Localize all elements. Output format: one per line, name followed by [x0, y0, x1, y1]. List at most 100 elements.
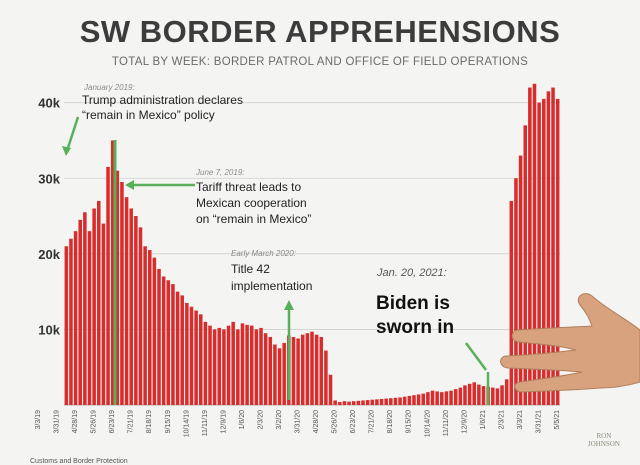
annotation-1-line1: Trump administration declares: [82, 93, 243, 107]
ron-johnson-logo: RON JOHNSON: [588, 432, 620, 448]
x-tick-label: 10/14/19: [183, 410, 190, 437]
bar: [231, 321, 235, 405]
x-tick-label: 12/9/19: [220, 410, 227, 433]
x-tick-label: 6/23/20: [350, 410, 357, 433]
bar: [273, 344, 277, 405]
annotation-2-line3: on “remain in Mexico”: [196, 212, 311, 226]
bar: [240, 323, 245, 405]
bar: [477, 384, 481, 405]
x-tick-label: 4/28/19: [72, 410, 79, 433]
bar: [78, 219, 82, 405]
bar: [416, 394, 421, 405]
y-tick-label: 40k: [38, 96, 60, 111]
bar: [157, 268, 161, 405]
x-tick-label: 3/2/20: [276, 410, 283, 430]
bar: [333, 400, 337, 405]
x-tick-label: 5/26/19: [91, 410, 98, 433]
annotation-4-line1: Biden is: [376, 293, 450, 314]
bar: [194, 310, 198, 405]
bar: [426, 392, 430, 405]
bar: [347, 401, 351, 405]
y-tick-label: 20k: [38, 247, 60, 262]
bar: [407, 395, 412, 405]
bar: [467, 383, 472, 405]
bar: [551, 87, 555, 405]
bar: [338, 401, 342, 405]
bar: [101, 223, 106, 405]
bar: [64, 246, 69, 405]
x-tick-label: 6/23/19: [109, 410, 116, 433]
bar: [412, 395, 416, 405]
x-tick-label: 8/18/19: [146, 410, 153, 433]
bar: [166, 280, 171, 405]
bar: [537, 102, 541, 406]
bar: [463, 385, 467, 405]
bar: [504, 379, 509, 405]
bar: [180, 295, 184, 405]
x-tick-label: 9/15/19: [165, 410, 172, 433]
annotation-3-date: Early March 2020:: [231, 249, 296, 258]
bar: [509, 200, 514, 405]
bar: [203, 321, 208, 405]
bar: [319, 336, 324, 405]
x-tick-label: 3/31/19: [54, 410, 61, 433]
bar: [296, 338, 300, 405]
bar: [453, 389, 458, 405]
annotation-remain-in-mexico: January 2019: Trump administration decla…: [62, 83, 243, 156]
bar: [351, 401, 356, 405]
bar: [152, 257, 157, 405]
bar: [458, 387, 463, 405]
bar: [514, 178, 518, 405]
bar: [449, 390, 453, 405]
bar: [120, 182, 124, 405]
bar: [226, 325, 231, 405]
bar: [277, 348, 282, 405]
annotation-3-line1: Title 42: [231, 262, 270, 276]
bar: [546, 91, 551, 405]
bar: [92, 208, 96, 405]
x-tick-label: 11/11/19: [202, 410, 209, 436]
bar: [328, 374, 333, 405]
bar: [291, 336, 296, 405]
bar: [147, 250, 152, 405]
annotation-biden-sworn-in: Jan. 20, 2021: Biden is sworn in: [376, 267, 490, 405]
bar: [518, 155, 523, 405]
x-tick-label: 3/3/21: [517, 410, 524, 430]
bar: [217, 327, 222, 405]
bar: [532, 83, 537, 406]
bar: [300, 334, 305, 405]
x-tick-label: 2/3/20: [257, 410, 264, 430]
bar: [249, 325, 254, 405]
x-tick-label: 8/18/20: [387, 410, 394, 433]
x-tick-label: 3/31/21: [535, 410, 542, 433]
bar: [134, 216, 138, 405]
bar: [69, 238, 73, 405]
bar: [83, 212, 87, 405]
annotation-title-42: Early March 2020: Title 42 implementatio…: [231, 249, 312, 400]
bar: [375, 399, 379, 405]
chart-subtitle: TOTAL BY WEEK: BORDER PATROL AND OFFICE …: [111, 56, 529, 68]
bar: [198, 314, 203, 405]
bar: [212, 329, 217, 405]
bar: [110, 140, 115, 405]
x-tick-label: 2/3/21: [498, 410, 505, 430]
bar: [393, 397, 398, 405]
y-axis-ticks: 10k 20k 30k 40k: [38, 96, 60, 338]
source-note: Customs and Border Protection: [30, 458, 128, 465]
logo-line-2: JOHNSON: [588, 440, 620, 448]
bar: [361, 400, 365, 405]
bar: [268, 336, 273, 405]
x-axis-ticks: 3/3/19 3/31/19 4/28/19 5/26/19 6/23/19 7/21/1…: [35, 410, 561, 437]
annotation-2-line2: Mexican cooperation: [196, 196, 307, 210]
annotation-4-date: Jan. 20, 2021:: [376, 267, 447, 279]
bar: [379, 398, 384, 405]
bar: [245, 324, 249, 405]
y-tick-label: 30k: [38, 171, 60, 186]
bar: [365, 400, 370, 405]
bar: [310, 331, 314, 405]
x-tick-label: 12/9/20: [461, 410, 468, 433]
bar: [342, 401, 347, 405]
bar: [389, 398, 393, 405]
bars: [64, 83, 560, 406]
bar: [555, 98, 560, 405]
